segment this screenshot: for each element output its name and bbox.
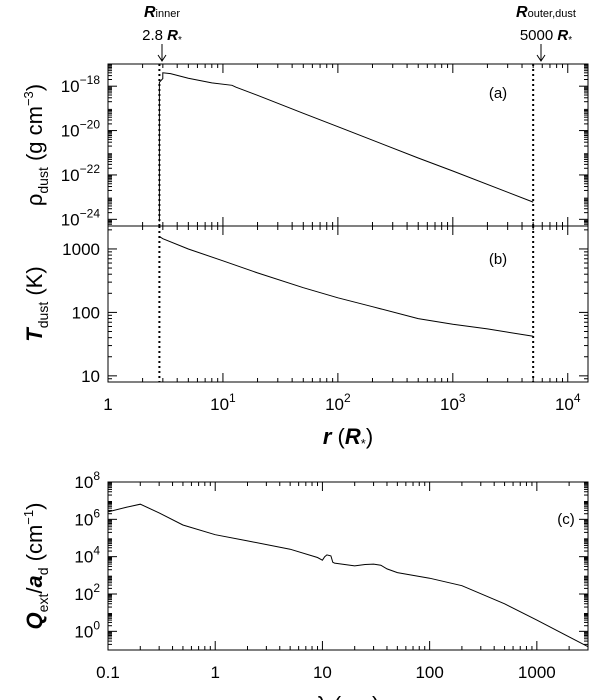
x-axis-label: λ (μm)	[317, 692, 380, 700]
y-tick-label: 108	[74, 469, 100, 492]
plot-frame	[107, 63, 589, 227]
y-tick-label: 10−22	[61, 162, 101, 185]
series-line	[107, 503, 589, 648]
y-axis-label: ρdust (g cm−3)	[21, 84, 51, 206]
y-tick-label: 104	[74, 544, 100, 567]
series-line	[159, 236, 534, 337]
x-tick-label: 0.1	[96, 663, 120, 682]
y-tick-label: 100	[74, 618, 100, 641]
y-tick-label: 10−24	[61, 206, 101, 229]
y-tick-label: 10−18	[61, 73, 101, 96]
y-tick-label: 10	[81, 367, 100, 386]
panel-label: (b)	[489, 251, 507, 268]
annotation-outer: Router,dust 5000 R*	[516, 4, 576, 62]
x-tick-label: 10	[313, 663, 332, 682]
annotation-outer-value: 5000 R*	[520, 27, 572, 46]
y-tick-label: 106	[74, 506, 100, 529]
x-tick-label: 1000	[518, 663, 556, 682]
annotation-outer-arrowhead	[536, 54, 546, 62]
x-axis-label: r (R*)	[323, 424, 373, 451]
x-tick-label: 101	[210, 391, 236, 414]
plot-frame	[107, 225, 589, 383]
panel-label: (c)	[557, 511, 575, 528]
annotation-outer-symbol: Router,dust	[516, 4, 576, 21]
x-tick-label: 1	[103, 395, 112, 414]
x-tick-label: 104	[555, 391, 581, 414]
panel-2: 10 100 1000 1 101 102 103 104 (b) Tdust (K) r (R*)	[22, 225, 589, 451]
panel-3: 100 102 104 106 108 0.1 1 10 100 1000 (c) Qext/ad (…	[21, 469, 589, 700]
annotation-inner: Rinner 2.8 R*	[142, 4, 182, 62]
x-tick-label: 103	[440, 391, 466, 414]
annotation-inner-symbol: Rinner	[144, 4, 180, 21]
y-tick-label: 100	[72, 303, 100, 322]
y-axis-label: Tdust (K)	[22, 266, 51, 341]
y-tick-label: 102	[74, 581, 100, 604]
y-tick-label: 1000	[62, 240, 100, 259]
y-tick-label: 10−20	[61, 118, 101, 141]
annotation-inner-arrowhead	[157, 54, 167, 62]
series-line	[158, 72, 534, 222]
annotation-inner-value: 2.8 R*	[142, 27, 182, 46]
x-tick-label: 1	[210, 663, 219, 682]
x-tick-label: 100	[415, 663, 443, 682]
y-axis-label: Qext/ad (cm−1)	[21, 503, 51, 630]
panel-1: 10−18 10−20 10−22 10−24 (a) ρdust (g cm−3)	[21, 63, 589, 229]
x-tick-label: 102	[325, 391, 351, 414]
panel-label: (a)	[489, 85, 507, 102]
plot-frame	[107, 481, 589, 651]
